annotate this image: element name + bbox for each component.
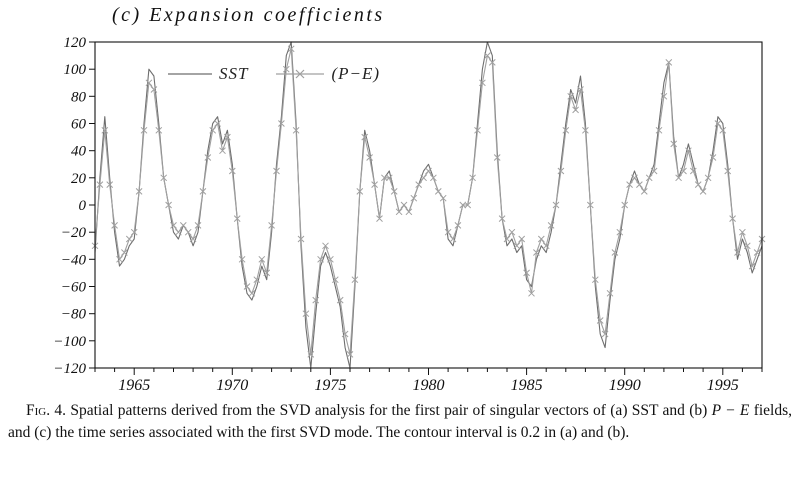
y-tick-label: 100 — [64, 62, 87, 78]
caption-figure-label: Fig. 4. — [26, 402, 67, 419]
y-tick-label: 40 — [71, 144, 87, 160]
caption-text-2: fields, and (c) the time series associat… — [8, 402, 793, 442]
y-tick-label: −120 — [53, 361, 86, 377]
y-tick-label: 80 — [71, 89, 87, 105]
x-tick-label: 1995 — [707, 377, 739, 394]
x-tick-label: 1985 — [511, 377, 543, 394]
y-tick-label: −80 — [61, 307, 87, 323]
legend-item-pe: (P−E) — [276, 64, 380, 84]
caption-text-1: Spatial patterns derived from the SVD an… — [66, 402, 712, 419]
y-tick-label: 60 — [71, 117, 87, 133]
x-tick-label: 1965 — [118, 377, 150, 394]
x-tick-label: 1990 — [609, 377, 641, 394]
legend-item-sst: SST — [168, 64, 248, 84]
x-tick-label: 1980 — [413, 377, 445, 394]
y-tick-label: 20 — [71, 171, 87, 187]
panel-title: (c) Expansion coefficients — [112, 4, 385, 26]
legend-label-sst: SST — [219, 64, 249, 83]
pe-line-sample — [276, 69, 325, 79]
x-tick-label: 1975 — [314, 377, 346, 394]
y-tick-label: −20 — [61, 225, 87, 241]
y-tick-label: −40 — [61, 252, 87, 268]
sst-series-line — [94, 41, 763, 369]
y-tick-label: 120 — [64, 35, 87, 51]
caption-pe-italic: P − E — [711, 402, 750, 419]
x-axis-ticks: 1965 1970 1975 1980 1985 1990 1995 — [94, 368, 763, 394]
y-tick-label: 0 — [79, 198, 87, 214]
series-group — [91, 41, 766, 369]
figure-caption: Fig. 4. Spatial patterns derived from th… — [8, 400, 792, 445]
y-tick-label: −100 — [53, 334, 86, 350]
y-axis-ticks: −120 −100 −80 −60 −40 −20 0 20 40 60 80 100 120 — [53, 35, 95, 377]
x-tick-label: 1970 — [216, 377, 248, 394]
sst-line-sample — [168, 73, 212, 75]
legend: SST (P−E) — [168, 64, 380, 84]
y-tick-label: −60 — [61, 280, 87, 296]
plot-frame — [94, 41, 763, 369]
legend-label-pe: (P−E) — [331, 64, 381, 83]
